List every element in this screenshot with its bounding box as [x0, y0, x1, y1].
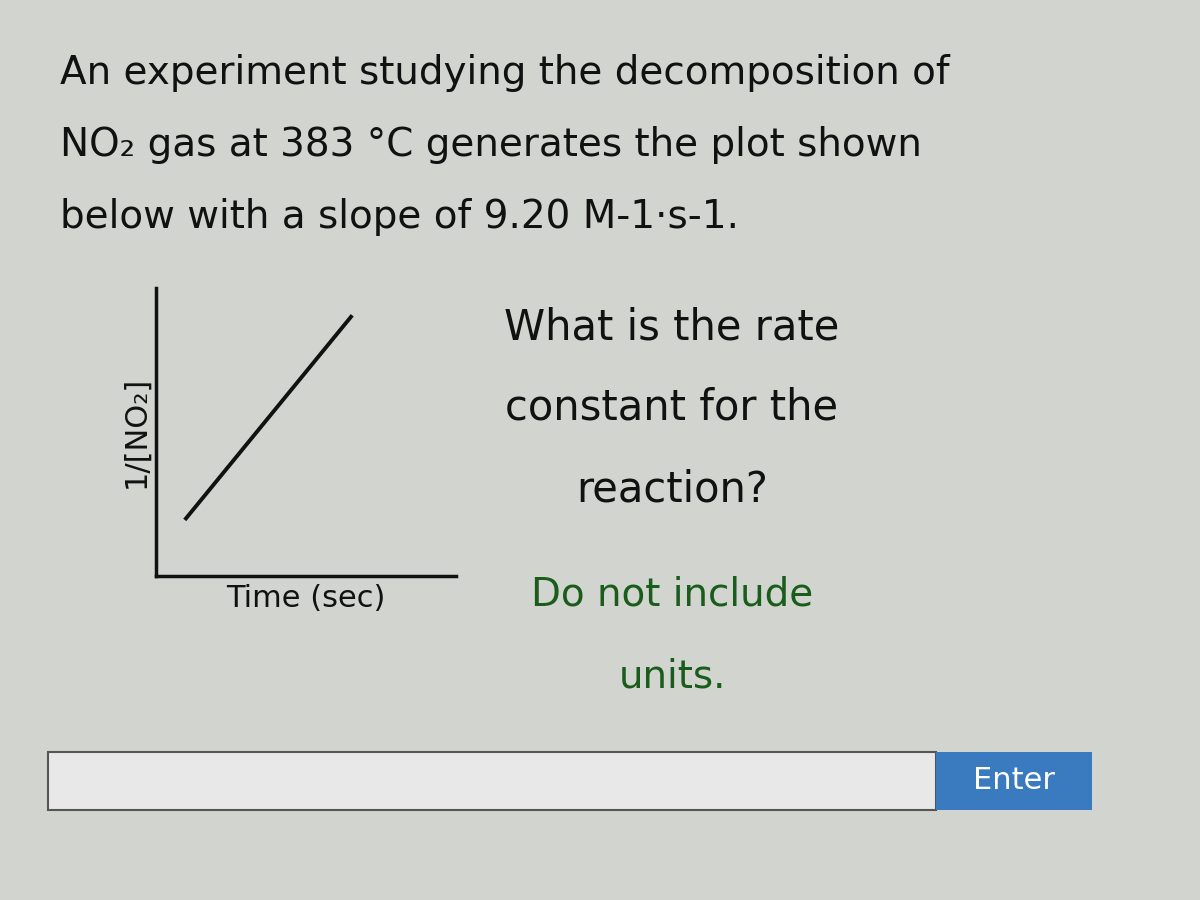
Y-axis label: 1/[NO₂]: 1/[NO₂] — [121, 376, 150, 488]
Text: reaction?: reaction? — [576, 468, 768, 510]
X-axis label: Time (sec): Time (sec) — [227, 584, 385, 613]
Text: An experiment studying the decomposition of: An experiment studying the decomposition… — [60, 54, 949, 92]
Text: NO₂ gas at 383 °C generates the plot shown: NO₂ gas at 383 °C generates the plot sho… — [60, 126, 922, 164]
Text: units.: units. — [618, 657, 726, 695]
FancyBboxPatch shape — [48, 752, 936, 810]
Text: Do not include: Do not include — [530, 576, 814, 614]
Text: constant for the: constant for the — [505, 387, 839, 429]
FancyBboxPatch shape — [936, 752, 1092, 810]
Text: below with a slope of 9.20 M-1·s-1.: below with a slope of 9.20 M-1·s-1. — [60, 198, 739, 236]
Text: What is the rate: What is the rate — [504, 306, 840, 348]
Text: Enter: Enter — [973, 766, 1055, 796]
